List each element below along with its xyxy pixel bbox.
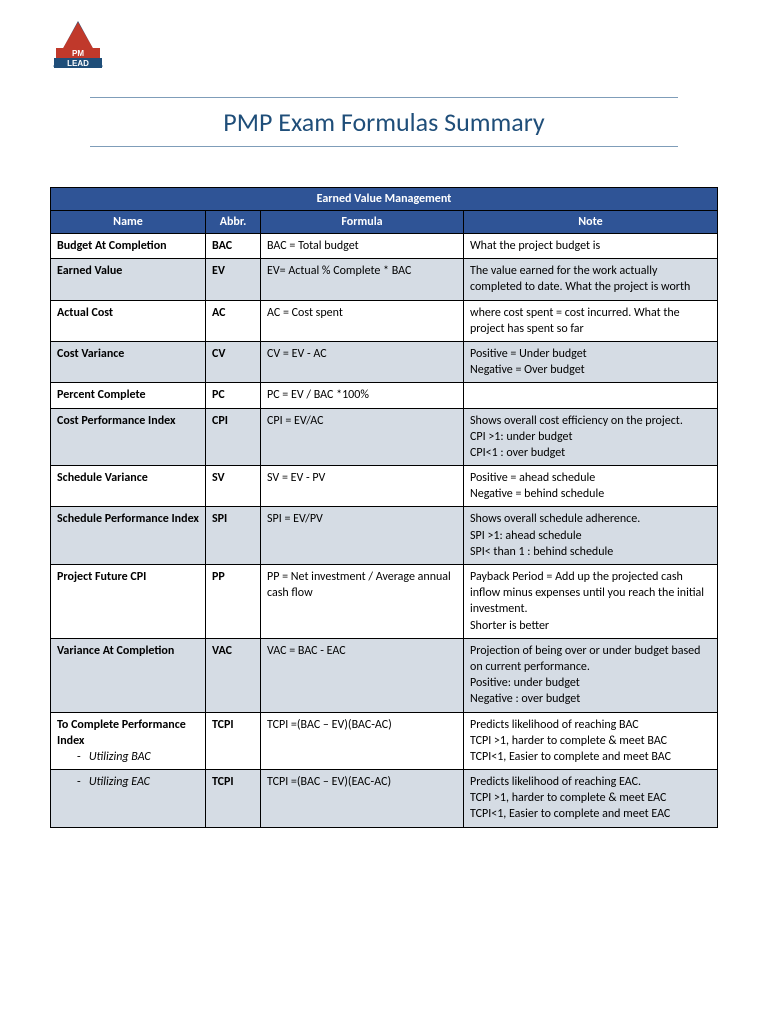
cell-name: Variance At Completion (51, 638, 206, 712)
cell-formula: CV = EV - AC (261, 341, 464, 382)
cell-note: Shows overall cost efficiency on the pro… (464, 408, 718, 466)
table-row: Earned ValueEVEV= Actual % Complete * BA… (51, 259, 718, 300)
logo: PM LEAD (50, 20, 718, 77)
col-abbr: Abbr. (206, 211, 261, 234)
cell-name: Schedule Variance (51, 466, 206, 507)
table-row: Percent CompletePCPC = EV / BAC *100% (51, 383, 718, 408)
cell-formula: CPI = EV/AC (261, 408, 464, 466)
table-row: Actual CostACAC = Cost spentwhere cost s… (51, 300, 718, 341)
cell-formula: EV= Actual % Complete * BAC (261, 259, 464, 300)
cell-note: Positive = Under budgetNegative = Over b… (464, 341, 718, 382)
table-row: Cost Performance IndexCPICPI = EV/ACShow… (51, 408, 718, 466)
cell-name: Cost Variance (51, 341, 206, 382)
page-title: PMP Exam Formulas Summary (90, 97, 678, 147)
cell-name: Cost Performance Index (51, 408, 206, 466)
cell-name: Earned Value (51, 259, 206, 300)
cell-formula: SV = EV - PV (261, 466, 464, 507)
cell-name: - Utilizing EAC (51, 770, 206, 828)
table-row: Cost VarianceCVCV = EV - ACPositive = Un… (51, 341, 718, 382)
col-formula: Formula (261, 211, 464, 234)
cell-note: where cost spent = cost incurred. What t… (464, 300, 718, 341)
table-row: Budget At CompletionBACBAC = Total budge… (51, 234, 718, 259)
cell-abbr: SV (206, 466, 261, 507)
section-header: Earned Value Management (51, 188, 718, 211)
cell-name: To Complete Performance Index- Utilizing… (51, 712, 206, 770)
table-row: Project Future CPIPPPP = Net investment … (51, 565, 718, 639)
cell-abbr: TCPI (206, 770, 261, 828)
formula-table: Earned Value Management Name Abbr. Formu… (50, 187, 718, 828)
cell-note: Predicts likelihood of reaching EAC.TCPI… (464, 770, 718, 828)
table-row: Variance At CompletionVACVAC = BAC - EAC… (51, 638, 718, 712)
document-page: PM LEAD PMP Exam Formulas Summary Earned… (0, 0, 768, 868)
cell-name: Percent Complete (51, 383, 206, 408)
cell-formula: VAC = BAC - EAC (261, 638, 464, 712)
cell-abbr: AC (206, 300, 261, 341)
cell-abbr: SPI (206, 507, 261, 565)
cell-formula: PP = Net investment / Average annual cas… (261, 565, 464, 639)
table-row: Schedule VarianceSVSV = EV - PVPositive … (51, 466, 718, 507)
cell-formula: TCPI =(BAC – EV)(EAC-AC) (261, 770, 464, 828)
table-body: Budget At CompletionBACBAC = Total budge… (51, 234, 718, 828)
col-name: Name (51, 211, 206, 234)
cell-note: Shows overall schedule adherence.SPI >1:… (464, 507, 718, 565)
cell-note (464, 383, 718, 408)
cell-name: Schedule Performance Index (51, 507, 206, 565)
cell-note: Predicts likelihood of reaching BACTCPI … (464, 712, 718, 770)
cell-abbr: PC (206, 383, 261, 408)
logo-text-bottom: LEAD (67, 59, 89, 68)
logo-text-top: PM (72, 49, 84, 58)
cell-note: Positive = ahead scheduleNegative = behi… (464, 466, 718, 507)
cell-formula: BAC = Total budget (261, 234, 464, 259)
cell-formula: SPI = EV/PV (261, 507, 464, 565)
cell-name: Budget At Completion (51, 234, 206, 259)
cell-abbr: TCPI (206, 712, 261, 770)
cell-formula: PC = EV / BAC *100% (261, 383, 464, 408)
table-row: To Complete Performance Index- Utilizing… (51, 712, 718, 770)
cell-note: Projection of being over or under budget… (464, 638, 718, 712)
cell-abbr: BAC (206, 234, 261, 259)
cell-abbr: CPI (206, 408, 261, 466)
cell-note: Payback Period = Add up the projected ca… (464, 565, 718, 639)
cell-abbr: CV (206, 341, 261, 382)
cell-name: Project Future CPI (51, 565, 206, 639)
cell-abbr: EV (206, 259, 261, 300)
cell-abbr: PP (206, 565, 261, 639)
cell-name: Actual Cost (51, 300, 206, 341)
table-row: Schedule Performance IndexSPISPI = EV/PV… (51, 507, 718, 565)
cell-note: The value earned for the work actually c… (464, 259, 718, 300)
cell-abbr: VAC (206, 638, 261, 712)
cell-formula: AC = Cost spent (261, 300, 464, 341)
table-row: - Utilizing EACTCPITCPI =(BAC – EV)(EAC-… (51, 770, 718, 828)
cell-formula: TCPI =(BAC – EV)(BAC-AC) (261, 712, 464, 770)
cell-note: What the project budget is (464, 234, 718, 259)
col-note: Note (464, 211, 718, 234)
